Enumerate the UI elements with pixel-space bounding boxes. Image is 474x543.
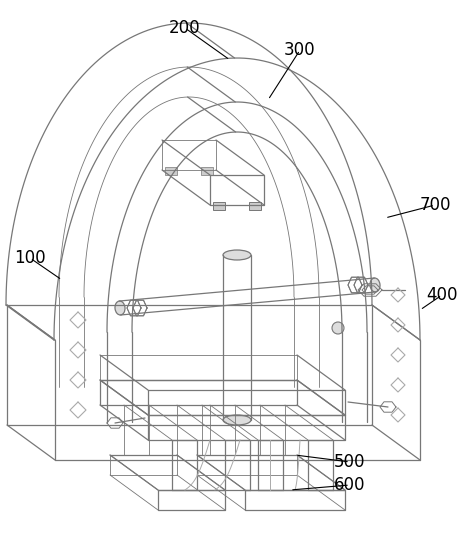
Ellipse shape	[115, 301, 125, 315]
Text: 600: 600	[334, 476, 366, 494]
Text: 100: 100	[14, 249, 46, 267]
Text: 700: 700	[419, 196, 451, 214]
FancyBboxPatch shape	[201, 167, 213, 175]
Ellipse shape	[223, 415, 251, 425]
FancyBboxPatch shape	[249, 202, 261, 210]
Ellipse shape	[370, 278, 380, 292]
FancyBboxPatch shape	[165, 167, 177, 175]
FancyBboxPatch shape	[213, 202, 225, 210]
Circle shape	[332, 322, 344, 334]
Text: 200: 200	[169, 19, 201, 37]
Text: 400: 400	[426, 286, 458, 304]
Ellipse shape	[223, 250, 251, 260]
Text: 300: 300	[284, 41, 316, 59]
Text: 500: 500	[334, 453, 366, 471]
